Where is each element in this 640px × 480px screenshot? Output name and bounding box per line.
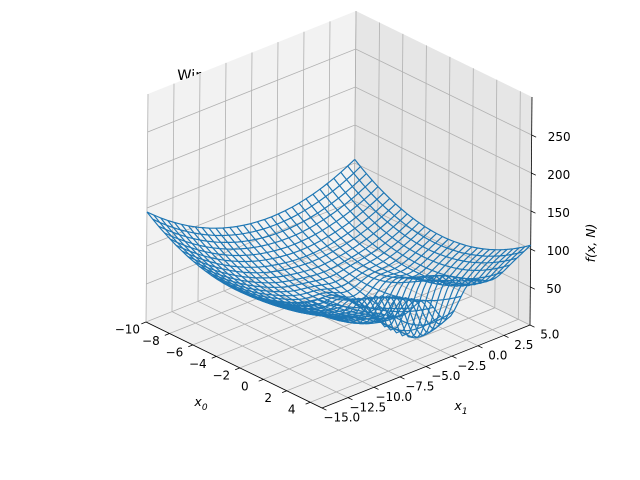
y-tick-label: −12.5 <box>349 400 386 414</box>
x-tick-mark <box>282 390 287 394</box>
wire-line-y <box>263 219 441 332</box>
z-axis-label: f(x, N) <box>583 224 598 263</box>
y-tick-label: 0.0 <box>488 348 507 362</box>
wire-line-y <box>222 227 400 325</box>
wire-line-y <box>250 223 427 302</box>
wire-line-y <box>277 213 455 326</box>
wire-line-y <box>340 171 517 264</box>
wire-line-y <box>298 202 476 281</box>
x-tick-label: −10 <box>115 322 140 336</box>
x-tick-mark <box>305 401 311 405</box>
x-tick-mark <box>211 356 217 359</box>
axis-lines <box>141 96 537 411</box>
y-tick-label: 2.5 <box>514 338 533 352</box>
x-tick-mark <box>188 344 194 348</box>
wire-line-y <box>201 227 379 319</box>
x-tick-label: −8 <box>142 334 160 348</box>
y-tick-label: −15.0 <box>323 411 360 425</box>
wire-line-y <box>270 216 448 339</box>
wire-line-y <box>319 188 497 286</box>
x-tick-label: −4 <box>189 357 207 371</box>
y-tick-label: 5.0 <box>540 328 559 342</box>
x-axis-label: x0 <box>193 394 207 413</box>
wire-line-y <box>256 221 434 313</box>
y-tick-mark <box>399 376 405 380</box>
wire-line-y <box>153 214 330 307</box>
x-axis-line <box>145 321 323 409</box>
y-tick-mark <box>451 355 457 359</box>
x-tick-mark <box>164 333 170 336</box>
x-tick-label: 4 <box>288 403 296 417</box>
wire-line-y <box>305 198 483 282</box>
wireframe-surface <box>146 158 532 339</box>
y-tick-mark <box>373 386 379 390</box>
wire-line-y <box>215 227 393 324</box>
wire-line-y <box>174 222 351 314</box>
y-tick-mark <box>425 366 431 370</box>
y-axis-label: x1 <box>453 398 467 417</box>
tick-labels: −10−8 −6 −4 −2 0 2 4 −15.0−12.5−10.0−7.5−5.0−2.… <box>115 130 571 425</box>
x-tick-mark <box>141 321 147 325</box>
x-tick-mark <box>235 367 241 371</box>
x-tick-label: 0 <box>241 380 249 394</box>
gridline-z <box>146 200 531 288</box>
y-tick-label: −2.5 <box>457 359 486 373</box>
y-tick-label: −5.0 <box>431 369 460 383</box>
z-tick-label: 50 <box>546 282 561 296</box>
y-tick-mark <box>347 397 353 401</box>
wire-line-y <box>354 159 531 251</box>
z-tick-mark <box>530 248 536 252</box>
wire-line-y <box>333 177 510 271</box>
x-tick-mark <box>258 378 264 382</box>
wire-line-y <box>187 225 365 317</box>
y-tick-mark <box>477 345 483 349</box>
wire-line-y <box>284 210 462 302</box>
z-tick-mark <box>530 210 536 214</box>
z-tick-mark <box>531 134 537 138</box>
z-tick-label: 150 <box>547 206 570 220</box>
gridlines <box>145 10 532 409</box>
y-tick-label: −10.0 <box>375 390 412 404</box>
x-tick-label: −2 <box>212 368 230 382</box>
z-tick-mark <box>531 172 537 176</box>
gridline-z <box>146 124 532 212</box>
y-tick-mark <box>529 324 535 328</box>
z-tick-label: 250 <box>548 130 571 144</box>
y-tick-mark <box>321 407 327 411</box>
wire-line-y <box>347 165 524 257</box>
z-tick-label: 100 <box>547 244 570 258</box>
gridline-z <box>147 86 532 174</box>
gridline-z <box>146 162 531 250</box>
gridline-z <box>147 48 532 136</box>
wire-line-y <box>312 193 490 287</box>
x-tick-label: −6 <box>166 345 184 359</box>
wire-line-y <box>326 183 503 280</box>
x-tick-label: 2 <box>264 391 272 405</box>
y-tick-label: −7.5 <box>405 380 434 394</box>
y-tick-mark <box>503 335 509 338</box>
z-tick-mark <box>530 286 536 290</box>
z-tick-label: 200 <box>547 168 570 182</box>
wire-line-y <box>194 226 372 318</box>
wire-line-y <box>208 227 386 321</box>
